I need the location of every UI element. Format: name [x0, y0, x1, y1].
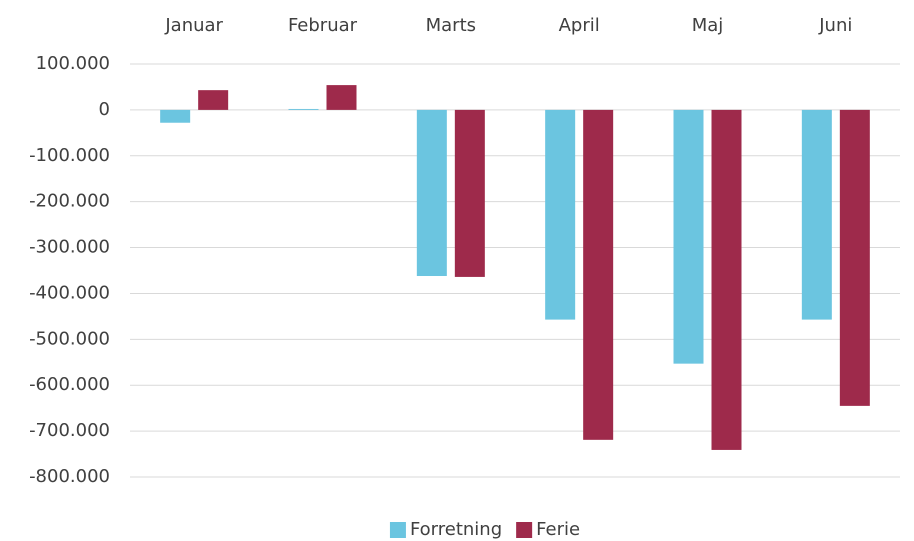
y-tick-label: -100.000: [29, 145, 110, 166]
legend-label: Ferie: [536, 519, 580, 540]
bar: [801, 109, 832, 320]
bar: [416, 109, 447, 277]
bar: [160, 109, 191, 123]
y-tick-label: -600.000: [29, 374, 110, 395]
bar: [326, 85, 357, 110]
legend-label: Forretning: [410, 519, 502, 540]
y-tick-label: 0: [99, 99, 110, 120]
x-tick-label: Januar: [164, 15, 223, 36]
x-tick-label: Februar: [288, 15, 358, 36]
bar: [673, 109, 704, 364]
x-tick-label: April: [559, 15, 600, 36]
bar: [545, 109, 576, 320]
y-tick-label: -300.000: [29, 237, 110, 258]
bar: [288, 108, 319, 110]
x-tick-label: Marts: [426, 15, 476, 36]
y-tick-label: -500.000: [29, 328, 110, 349]
legend-swatch: [516, 522, 533, 538]
y-tick-label: -200.000: [29, 191, 110, 212]
y-tick-label: -400.000: [29, 282, 110, 303]
bar: [583, 109, 614, 440]
x-tick-label: Juni: [818, 15, 852, 36]
legend-swatch: [389, 522, 406, 538]
y-tick-label: -800.000: [29, 466, 110, 487]
y-tick-label: 100.000: [36, 53, 110, 74]
bar: [198, 90, 229, 110]
bar: [454, 109, 485, 277]
y-tick-label: -700.000: [29, 420, 110, 441]
bar: [839, 109, 870, 406]
bar: [711, 109, 742, 450]
x-tick-label: Maj: [692, 15, 724, 36]
